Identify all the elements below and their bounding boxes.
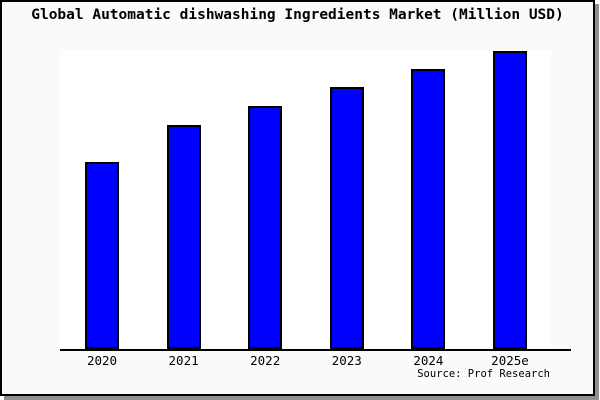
x-tick-label-2023: 2023 [331,353,362,368]
bar-2024 [411,69,446,349]
source-note: Source: Prof Research [417,368,550,380]
x-tick-label-2024: 2024 [413,353,444,368]
plot-area [60,50,551,349]
x-tick-label-2022: 2022 [250,353,281,368]
bar-2021 [166,125,201,349]
chart-title: Global Automatic dishwashing Ingredients… [31,7,564,23]
x-axis-line [60,349,571,351]
bar-2025e [493,51,527,349]
x-tick-label-2021: 2021 [168,353,199,368]
x-tick-label-2025e: 2025e [491,353,529,368]
bar-2023 [329,87,364,349]
bar-2020 [85,162,119,349]
bar-2022 [248,106,283,349]
x-tick-label-2020: 2020 [86,353,118,368]
